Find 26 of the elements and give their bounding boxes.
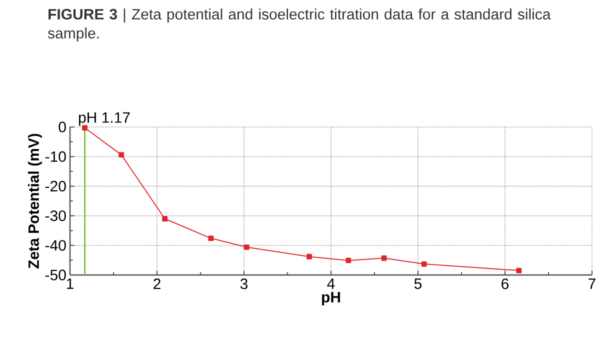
y-axis-title: Zeta Potential (mV)	[28, 134, 42, 268]
x-tick-label: 6	[502, 278, 509, 290]
x-axis-title: pH	[322, 292, 340, 306]
x-tick-label: 3	[240, 278, 248, 290]
y-tick-label: -20	[45, 180, 66, 192]
point	[208, 236, 214, 241]
x-tick-label: 4	[327, 278, 335, 289]
x-tick-label: 7	[588, 278, 596, 289]
y-tick-label: -10	[45, 151, 66, 162]
y-tick-label: -30	[45, 210, 66, 222]
y-tick-label: -40	[45, 240, 66, 251]
chart-title: FIGURE 3 | Zeta potential and isoelectric titration data for a standard silica sample.	[48, 8, 551, 42]
x-tick-label: 2	[154, 278, 160, 289]
point	[162, 216, 168, 222]
x-tick-label: 1	[66, 278, 74, 289]
y-tick-label: -50	[45, 270, 66, 280]
ref-line-label: pH 1.17	[78, 112, 130, 126]
point	[244, 244, 250, 250]
point	[306, 254, 312, 260]
x-tick-label: 5	[414, 278, 422, 289]
y-tick-label: 0	[58, 122, 66, 132]
point	[346, 258, 352, 264]
point	[516, 268, 522, 274]
point	[118, 152, 124, 158]
point	[381, 255, 387, 261]
point	[421, 261, 427, 267]
